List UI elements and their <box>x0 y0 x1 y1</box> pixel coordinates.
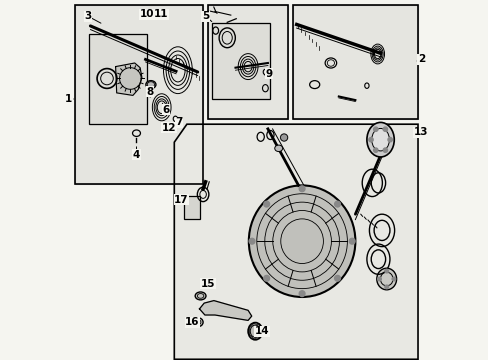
Text: 12: 12 <box>162 123 176 133</box>
Text: 8: 8 <box>146 87 154 97</box>
Text: 15: 15 <box>200 279 215 289</box>
Circle shape <box>280 134 287 141</box>
Bar <box>184 196 199 219</box>
Ellipse shape <box>376 268 396 290</box>
Circle shape <box>348 238 354 244</box>
Circle shape <box>373 127 377 131</box>
Text: 16: 16 <box>184 317 199 327</box>
Circle shape <box>299 291 305 297</box>
Circle shape <box>373 148 377 152</box>
Bar <box>212 23 270 99</box>
Ellipse shape <box>195 292 205 300</box>
Ellipse shape <box>248 185 355 297</box>
Circle shape <box>383 148 386 152</box>
Text: 17: 17 <box>174 195 188 205</box>
Ellipse shape <box>274 145 282 152</box>
Text: 11: 11 <box>153 9 168 19</box>
Polygon shape <box>199 301 251 320</box>
Bar <box>212 23 270 99</box>
Circle shape <box>377 277 381 281</box>
Text: 4: 4 <box>133 150 140 160</box>
Circle shape <box>334 201 340 207</box>
Bar <box>89 34 147 124</box>
Ellipse shape <box>247 323 262 340</box>
Text: 13: 13 <box>413 127 427 138</box>
Text: 5: 5 <box>202 11 209 21</box>
Ellipse shape <box>145 81 156 89</box>
Polygon shape <box>115 63 142 95</box>
Ellipse shape <box>366 122 393 157</box>
Circle shape <box>263 275 269 281</box>
Ellipse shape <box>192 318 203 327</box>
Circle shape <box>263 201 269 207</box>
Bar <box>75 5 203 184</box>
Circle shape <box>384 285 387 289</box>
Circle shape <box>299 186 305 192</box>
Circle shape <box>334 275 340 281</box>
Polygon shape <box>174 124 417 359</box>
Bar <box>75 5 203 184</box>
Text: 14: 14 <box>254 326 268 336</box>
Bar <box>208 5 287 119</box>
Bar <box>292 5 417 119</box>
Bar <box>89 34 147 124</box>
Text: 7: 7 <box>175 117 183 127</box>
Circle shape <box>387 138 391 142</box>
Text: 1: 1 <box>65 94 72 104</box>
Ellipse shape <box>371 129 388 151</box>
Text: 3: 3 <box>84 11 91 21</box>
Circle shape <box>383 127 386 131</box>
Bar <box>208 5 287 119</box>
Text: 6: 6 <box>162 105 169 115</box>
Bar <box>292 5 417 119</box>
Circle shape <box>384 269 387 273</box>
Text: 9: 9 <box>265 69 272 79</box>
Circle shape <box>368 138 372 142</box>
Text: 2: 2 <box>417 54 425 64</box>
Circle shape <box>248 238 254 244</box>
Text: 10: 10 <box>139 9 154 19</box>
Circle shape <box>391 277 395 281</box>
